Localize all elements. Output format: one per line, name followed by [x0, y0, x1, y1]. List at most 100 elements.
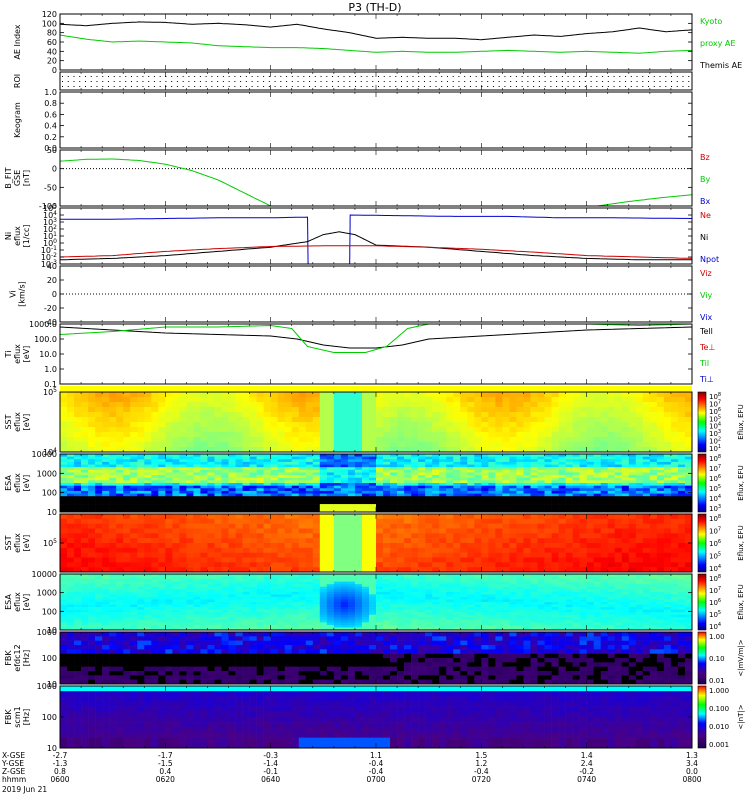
heatmap-cell: [263, 432, 271, 438]
heatmap-cell: [656, 501, 665, 505]
heatmap-cell: [235, 514, 243, 520]
heatmap-cell: [263, 485, 271, 489]
heatmap-cell: [74, 417, 82, 423]
heatmap-cell: [144, 472, 152, 476]
heatmap-cell: [242, 472, 250, 476]
heatmap-cell: [179, 412, 187, 418]
heatmap-cell: [144, 547, 152, 553]
roi-dot: [544, 76, 546, 77]
heatmap-cell: [235, 538, 243, 544]
heatmap-cell: [116, 477, 124, 481]
heatmap-cell: [397, 543, 405, 549]
heatmap-cell: [354, 475, 363, 479]
heatmap-cell: [151, 562, 159, 568]
heatmap-cell: [242, 469, 250, 473]
heatmap-cell: [361, 402, 370, 408]
heatmap-cell: [537, 509, 545, 513]
heatmap-cell: [326, 422, 335, 428]
heatmap-cell: [544, 447, 552, 453]
heatmap-cell: [116, 567, 124, 573]
heatmap-cell: [481, 557, 489, 563]
heatmap-cell: [474, 483, 482, 486]
heatmap-cell: [467, 475, 475, 479]
heatmap-cell: [144, 467, 152, 471]
heatmap-cell: [418, 472, 426, 476]
heatmap-cell: [474, 506, 482, 510]
heatmap-cell: [558, 437, 566, 443]
heatmap-cell: [60, 523, 68, 529]
heatmap-cell: [165, 498, 173, 502]
heatmap-cell: [200, 483, 208, 486]
heatmap-cell: [263, 469, 271, 473]
heatmap-cell: [151, 528, 159, 534]
heatmap-cell: [411, 504, 419, 508]
heatmap-cell: [186, 432, 194, 438]
heatmap-cell: [207, 427, 215, 433]
heatmap-cell: [376, 547, 384, 553]
colorbar-tick-label: 106: [709, 474, 721, 483]
roi-dot: [659, 86, 661, 87]
heatmap-cell: [67, 392, 75, 398]
heatmap-cell: [186, 422, 194, 428]
heatmap-cell: [677, 477, 686, 481]
heatmap-cell: [523, 437, 531, 443]
heatmap-cell: [642, 432, 651, 438]
heatmap-cell: [523, 533, 531, 539]
heatmap-cell: [137, 397, 145, 403]
panel-frame: [59, 323, 693, 385]
heatmap-cell: [340, 504, 349, 508]
heatmap-cell: [263, 454, 271, 457]
heatmap-cell: [376, 417, 384, 423]
heatmap-cell: [130, 432, 138, 438]
heatmap-cell: [677, 467, 686, 471]
heatmap-cell: [340, 501, 349, 505]
heatmap-cell: [88, 472, 96, 476]
roi-dot: [142, 76, 144, 77]
heatmap-cell: [200, 538, 208, 544]
heatmap-cell: [172, 562, 180, 568]
roi-dot: [676, 76, 678, 77]
heatmap-cell: [656, 509, 665, 513]
heatmap-cell: [347, 490, 356, 494]
heatmap-cell: [67, 417, 75, 423]
heatmap-cell: [509, 518, 517, 524]
roi-dot: [263, 76, 265, 77]
heatmap-cell: [586, 456, 594, 460]
heatmap-cell: [60, 464, 68, 468]
heatmap-cell: [298, 483, 307, 486]
heatmap-cell: [579, 504, 587, 508]
heatmap-cell: [88, 454, 96, 457]
heatmap-cell: [530, 475, 538, 479]
heatmap-cell: [516, 402, 524, 408]
heatmap-cell: [544, 506, 552, 510]
heatmap-cell: [67, 567, 75, 573]
heatmap-cell: [221, 402, 229, 408]
heatmap-cell: [263, 472, 271, 476]
heatmap-cell: [256, 567, 264, 573]
heatmap-cell: [249, 456, 257, 460]
heatmap-cell: [418, 417, 426, 423]
heatmap-cell: [284, 432, 293, 438]
heatmap-cell: [439, 488, 447, 492]
heatmap-cell: [291, 412, 300, 418]
heatmap-cell: [481, 514, 489, 520]
heatmap-cell: [537, 392, 545, 398]
heatmap-cell: [123, 417, 131, 423]
heatmap-cell: [558, 477, 566, 481]
heatmap-cell: [284, 533, 293, 539]
heatmap-cell: [214, 461, 222, 465]
heatmap-cell: [263, 459, 271, 463]
heatmap-cell: [298, 490, 307, 494]
heatmap-cell: [67, 454, 75, 457]
heatmap-cell: [404, 543, 412, 549]
heatmap-cell: [453, 557, 461, 563]
roi-dot: [297, 76, 299, 77]
roi-dot: [682, 76, 684, 77]
heatmap-cell: [123, 412, 131, 418]
heatmap-cell: [390, 485, 398, 489]
heatmap-cell: [67, 437, 75, 443]
heatmap-cell: [551, 483, 559, 486]
heatmap-cell: [446, 454, 454, 457]
heatmap-cell: [418, 483, 426, 486]
heatmap-cell: [200, 552, 208, 558]
